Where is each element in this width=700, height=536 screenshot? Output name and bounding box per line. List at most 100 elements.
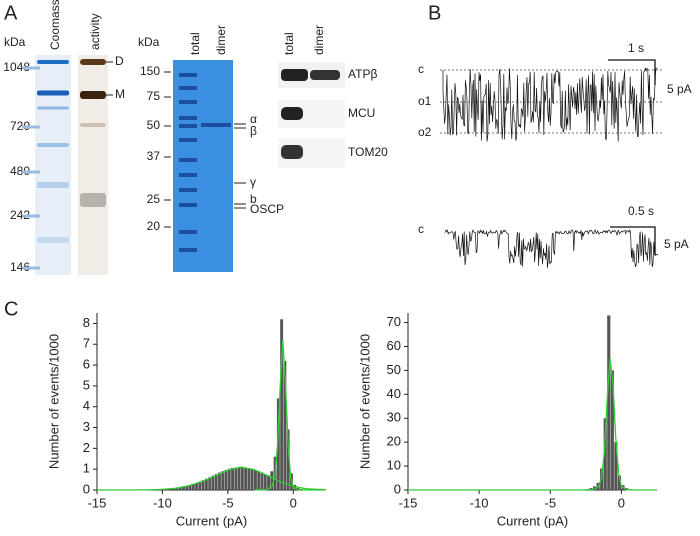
gel-band (80, 59, 106, 65)
marker-label: 50 (147, 118, 161, 132)
unit-label: kDa (4, 35, 26, 49)
antibody-label: TOM20 (348, 145, 388, 159)
y-tick-label: 8 (83, 315, 90, 330)
lane-label: activity (88, 13, 102, 50)
y-axis-label: Number of events/1000 (357, 334, 372, 469)
y-tick-label: 10 (387, 458, 401, 473)
histogram-bar (240, 467, 244, 490)
scale-label: 5 pA (664, 237, 689, 251)
subunit-label: OSCP (250, 202, 284, 216)
x-tick-label: -5 (222, 495, 234, 510)
marker-label: 1048 (3, 60, 30, 74)
marker-label: 75 (147, 89, 161, 103)
marker-label: 146 (10, 260, 30, 274)
histogram-bar (201, 480, 205, 490)
level-label: c (418, 62, 424, 76)
marker-label: 20 (147, 219, 161, 233)
gel-band (179, 138, 197, 142)
gel-band (37, 237, 69, 243)
histogram-bar (182, 486, 185, 490)
blot-band (281, 145, 303, 159)
gel-band (80, 193, 106, 207)
gel-band (179, 173, 197, 177)
scale-bar (610, 226, 656, 255)
histogram-bar (607, 315, 611, 490)
y-tick-label: 3 (83, 419, 90, 434)
histogram-bar (231, 467, 234, 490)
lane-label: dimer (312, 25, 326, 55)
x-tick-label: 0 (290, 495, 297, 510)
y-tick-label: 4 (83, 398, 90, 413)
blot-band (281, 69, 308, 81)
histogram-bar (185, 486, 189, 490)
marker-label: 242 (10, 208, 30, 222)
histogram-bar (218, 472, 221, 490)
histogram-bar (270, 471, 274, 490)
gel-band (179, 230, 197, 234)
y-axis-label: Number of events/1000 (46, 334, 61, 469)
gel-band (179, 158, 197, 162)
gel-band (201, 123, 231, 127)
gel-band (37, 106, 69, 110)
y-tick-label: 40 (387, 386, 401, 401)
x-axis-label: Current (pA) (176, 513, 248, 528)
marker-label: 720 (10, 119, 30, 133)
gel-band (179, 86, 197, 90)
histogram-bar (178, 487, 182, 490)
x-tick-label: -15 (88, 495, 107, 510)
histogram-bar (280, 319, 284, 490)
gel-band (179, 124, 197, 128)
histogram-bar (617, 475, 622, 490)
scale-label: 1 s (628, 41, 644, 55)
histogram-bar (260, 472, 264, 490)
histogram-bar (614, 442, 618, 490)
lane-label: total (282, 32, 296, 55)
histogram-bar (237, 467, 241, 490)
band-label: D (115, 54, 124, 68)
gel-band (37, 143, 69, 147)
current-trace (442, 66, 658, 142)
histogram-bar (224, 470, 228, 490)
x-tick-label: -10 (153, 495, 172, 510)
histogram-bar (276, 398, 280, 490)
y-tick-label: 20 (387, 434, 401, 449)
histogram-bar (283, 360, 287, 490)
fit-curve (253, 340, 326, 491)
histogram-bar (208, 477, 212, 490)
histogram-bar (254, 470, 257, 490)
subunit-label: α (250, 112, 257, 126)
subunit-label: γ (250, 175, 256, 189)
scale-label: 0.5 s (628, 204, 654, 218)
gel-band (80, 123, 106, 127)
histogram-bar (211, 475, 215, 490)
level-label: c (418, 222, 424, 236)
histogram-bar (610, 370, 614, 490)
y-tick-label: 0 (83, 481, 90, 496)
histogram-bar (267, 475, 270, 490)
y-tick-label: 1 (83, 461, 90, 476)
y-tick-label: 2 (83, 440, 90, 455)
gel-band (179, 188, 197, 192)
panel-label: C (4, 298, 18, 320)
gel-band (80, 91, 106, 99)
histogram-bar (250, 468, 254, 490)
antibody-label: MCU (348, 106, 375, 120)
histogram-bar (263, 474, 267, 490)
histogram-bar (204, 478, 208, 490)
histogram-bar (214, 474, 218, 490)
gel-band (179, 73, 197, 77)
histogram-bar (195, 482, 199, 490)
histogram-bar (247, 467, 251, 490)
marker-label: 25 (147, 192, 161, 206)
x-tick-label: 0 (618, 495, 625, 510)
y-tick-label: 30 (387, 410, 401, 425)
scale-label: 5 pA (667, 82, 692, 96)
histogram-bar (221, 471, 225, 490)
histogram-bar (257, 471, 261, 490)
lane-label: dimer (214, 25, 228, 55)
histogram-bar (227, 468, 231, 490)
antibody-label: ATPβ (348, 67, 377, 81)
subunit-label: b (250, 192, 257, 206)
y-tick-label: 6 (83, 356, 90, 371)
histogram-bar (198, 481, 202, 490)
